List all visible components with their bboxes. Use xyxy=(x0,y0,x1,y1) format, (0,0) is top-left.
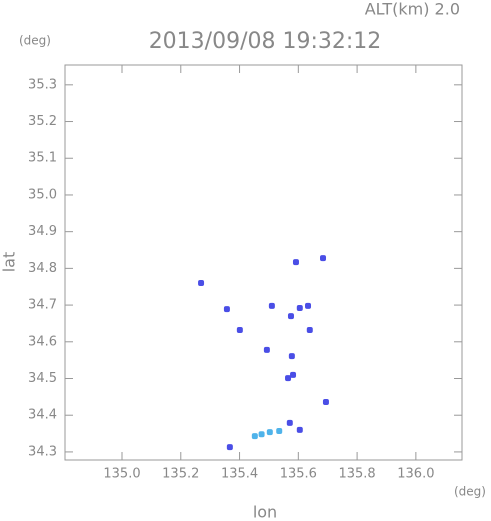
echo-point xyxy=(306,327,313,334)
echo-point xyxy=(296,426,303,433)
y-tick-label: 35.3 xyxy=(28,77,57,92)
y-tick-label: 34.9 xyxy=(28,224,57,239)
echo-point xyxy=(288,353,295,360)
y-tick-label: 34.4 xyxy=(28,408,57,423)
echo-point xyxy=(290,371,297,378)
x-tick-label: 135.8 xyxy=(338,467,375,482)
chart-title: 2013/09/08 19:32:12 xyxy=(149,29,382,54)
plot-frame xyxy=(64,64,463,461)
y-tick-label: 34.3 xyxy=(28,444,57,459)
echo-point xyxy=(292,259,299,266)
echo-point xyxy=(258,431,265,438)
echo-point xyxy=(276,427,283,434)
y-tick-label: 34.5 xyxy=(28,371,57,386)
echo-point xyxy=(322,398,329,405)
y-tick-label: 34.7 xyxy=(28,298,57,313)
x-tick-label: 135.2 xyxy=(162,467,199,482)
echo-point xyxy=(198,280,205,287)
echo-point xyxy=(320,255,327,262)
y-tick-label: 34.8 xyxy=(28,261,57,276)
echo-point xyxy=(268,302,275,309)
echo-point xyxy=(223,306,230,313)
y-tick-label: 34.6 xyxy=(28,334,57,349)
echo-point xyxy=(263,346,270,353)
x-tick-label: 135.0 xyxy=(103,467,140,482)
x-tick-label: 135.6 xyxy=(280,467,317,482)
echo-point xyxy=(236,327,243,334)
y-tick-label: 35.1 xyxy=(28,151,57,166)
x-tick-label: 135.4 xyxy=(221,467,258,482)
echo-point xyxy=(296,305,303,312)
x-axis-label: lon xyxy=(253,503,277,521)
chart-subtitle: ALT(km) 2.0 xyxy=(365,0,460,19)
echo-point xyxy=(285,375,292,382)
echo-point xyxy=(226,444,233,451)
y-unit: (deg) xyxy=(19,34,51,48)
x-tick-label: 136.0 xyxy=(397,467,434,482)
y-axis-label: lat xyxy=(0,252,19,273)
echo-point xyxy=(287,313,294,320)
echo-point xyxy=(266,429,273,436)
x-unit: (deg) xyxy=(454,485,486,499)
echo-point xyxy=(305,302,312,309)
echo-point xyxy=(286,419,293,426)
echo-point xyxy=(251,433,258,440)
y-tick-label: 35.0 xyxy=(28,187,57,202)
y-tick-label: 35.2 xyxy=(28,114,57,129)
